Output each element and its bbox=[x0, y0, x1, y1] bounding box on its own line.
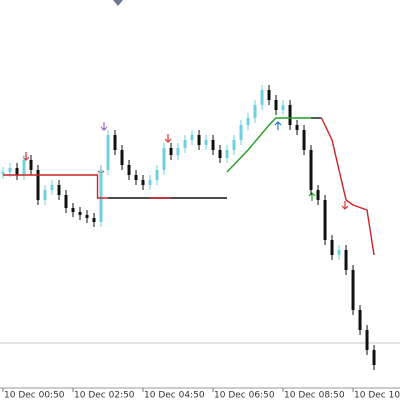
candle-body bbox=[365, 330, 369, 350]
candle-body bbox=[239, 125, 243, 140]
candle-body bbox=[260, 90, 264, 105]
candle-body bbox=[64, 195, 68, 208]
arrow bbox=[164, 134, 172, 143]
candle-body bbox=[113, 135, 117, 150]
candle-body bbox=[162, 148, 166, 170]
candle-body bbox=[309, 150, 313, 190]
x-tick-label: 10 Dec 10:50 bbox=[354, 391, 400, 400]
candle-body bbox=[99, 170, 103, 222]
indicator-line bbox=[3, 174, 109, 199]
candle-body bbox=[78, 212, 82, 215]
candle-body bbox=[141, 180, 145, 185]
candle-body bbox=[155, 170, 159, 180]
candle-body bbox=[127, 165, 131, 175]
candle-body bbox=[57, 185, 61, 195]
arrow bbox=[308, 192, 316, 201]
x-tick-label: 10 Dec 02:50 bbox=[74, 391, 135, 400]
candle-body bbox=[71, 208, 75, 212]
candle-body bbox=[281, 105, 285, 110]
candle-body bbox=[344, 250, 348, 270]
candle-body bbox=[29, 160, 33, 170]
candle-body bbox=[204, 140, 208, 145]
candle-body bbox=[36, 170, 40, 200]
candle-body bbox=[253, 105, 257, 118]
indicator-line bbox=[320, 117, 375, 256]
x-tick-label: 10 Dec 06:50 bbox=[214, 391, 275, 400]
candle-body bbox=[274, 100, 278, 110]
candle-body bbox=[106, 135, 110, 170]
candle-body bbox=[211, 140, 215, 150]
candle-body bbox=[183, 140, 187, 148]
candle-body bbox=[295, 125, 299, 130]
candle-body bbox=[92, 218, 96, 222]
candle-body bbox=[148, 180, 152, 185]
candle-body bbox=[8, 168, 12, 172]
indicator-line bbox=[226, 117, 312, 173]
x-tick-label: 10 Dec 00:50 bbox=[4, 391, 65, 400]
candle-body bbox=[15, 168, 19, 175]
candle-body bbox=[288, 105, 292, 125]
candle-body bbox=[134, 175, 138, 180]
arrow bbox=[341, 201, 349, 210]
candle-body bbox=[302, 130, 306, 150]
candle-body bbox=[85, 215, 89, 218]
x-tick-label: 10 Dec 04:50 bbox=[144, 391, 205, 400]
candle-body bbox=[246, 118, 250, 125]
candle-body bbox=[225, 150, 229, 158]
candle-body bbox=[232, 140, 236, 150]
candle-body bbox=[372, 350, 376, 365]
candle-body bbox=[176, 148, 180, 155]
candle-body bbox=[197, 135, 201, 145]
candle-body bbox=[218, 150, 222, 158]
candle-body bbox=[323, 200, 327, 240]
arrow bbox=[100, 122, 108, 131]
candle-body bbox=[120, 150, 124, 165]
candle-body bbox=[190, 135, 194, 140]
scroll-marker bbox=[113, 0, 123, 6]
candle-body bbox=[267, 90, 271, 100]
candle-body bbox=[358, 310, 362, 330]
candle-body bbox=[337, 250, 341, 255]
x-tick-label: 10 Dec 08:50 bbox=[284, 391, 345, 400]
arrow bbox=[274, 121, 282, 130]
candle-body bbox=[316, 190, 320, 200]
candle-body bbox=[50, 185, 54, 190]
candle-body bbox=[1, 172, 5, 174]
candle-body bbox=[169, 148, 173, 155]
candle-body bbox=[43, 190, 47, 200]
candle-body bbox=[22, 160, 26, 175]
candle-body bbox=[330, 240, 334, 255]
candle-body bbox=[351, 270, 355, 310]
